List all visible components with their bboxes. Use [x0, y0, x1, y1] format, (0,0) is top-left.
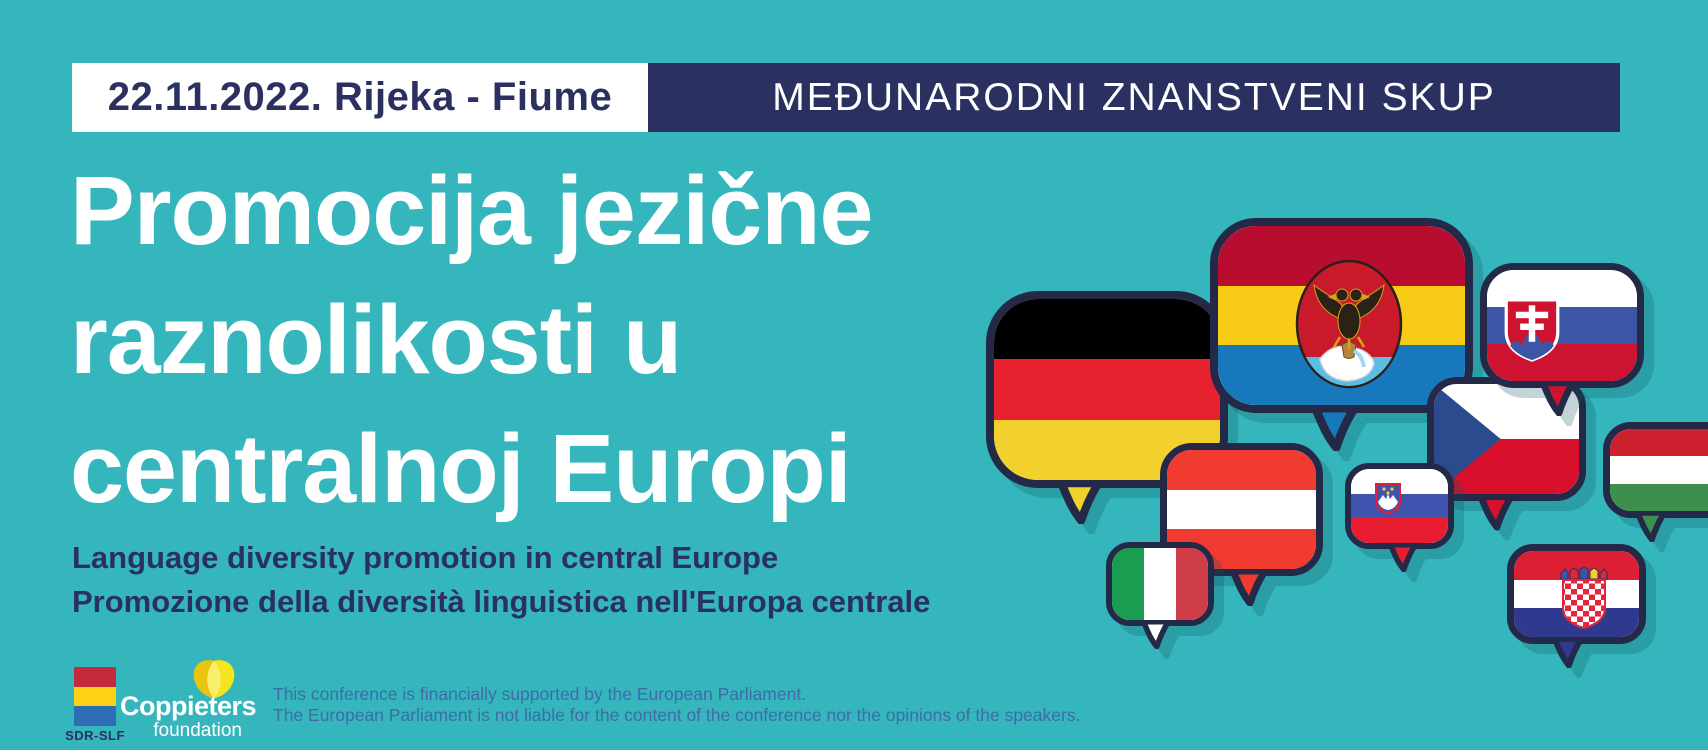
germany-bubble-tail — [1057, 482, 1103, 524]
croatia-coat-of-arms — [1560, 567, 1608, 630]
coppieters-daffodil-icon — [193, 660, 235, 699]
sdr-flag-red-stripe — [74, 667, 116, 687]
ep-disclaimer-line-1: This conference is financially supported… — [273, 684, 807, 704]
slovakia-bubble-tail — [1539, 382, 1577, 416]
slovenia-flag — [1345, 463, 1454, 549]
speech-bubble-italy — [1106, 542, 1214, 649]
austria-stripe-white — [1167, 489, 1316, 530]
germany-stripe-black — [994, 299, 1220, 360]
conference-type-text: MEĐUNARODNI ZNANSTVENI SKUP — [772, 75, 1496, 119]
croatia-bubble-tail — [1551, 638, 1585, 668]
slovenia-stripe-red — [1351, 518, 1448, 543]
hungary-stripe-white — [1610, 456, 1708, 484]
conference-type-box: MEĐUNARODNI ZNANSTVENI SKUP — [648, 63, 1620, 132]
ep-disclaimer: This conference is financially supported… — [273, 684, 1080, 726]
subtitle-italian: Promozione della diversità linguistica n… — [72, 584, 931, 619]
sdr-slf-label: SDR-SLF — [65, 728, 125, 743]
austria-bubble-tail — [1229, 570, 1269, 606]
croatia-flag — [1507, 544, 1646, 644]
speech-bubble-hungary — [1603, 422, 1708, 542]
speech-bubble-croatia — [1507, 544, 1646, 668]
speech-bubble-slovakia — [1480, 263, 1644, 416]
slovakia-coat-of-arms — [1504, 298, 1560, 362]
title-line-2: raznolikosti u — [70, 285, 682, 394]
sdr-flag-blue-stripe — [74, 706, 116, 727]
ep-disclaimer-line-2: The European Parliament is not liable fo… — [273, 705, 1081, 725]
hungary-bubble-tail — [1634, 512, 1668, 542]
subtitle-english: Language diversity promotion in central … — [72, 540, 779, 575]
italy-flag — [1106, 542, 1214, 626]
hungary-stripe-red — [1610, 429, 1708, 457]
italy-stripe-white — [1144, 548, 1176, 620]
sdr-slf-logo — [74, 667, 116, 727]
page-title: Promocija jezične raznolikosti u central… — [70, 146, 873, 533]
hungary-stripe-green — [1610, 483, 1708, 511]
speech-bubble-austria — [1160, 443, 1323, 606]
austria-stripe-red-top — [1167, 450, 1316, 490]
czechia-bubble-tail — [1477, 495, 1515, 531]
speech-bubble-slovenia — [1345, 463, 1454, 572]
slovakia-flag — [1480, 263, 1644, 388]
fiume-eagle-emblem — [1295, 259, 1403, 389]
italy-stripe-red — [1176, 548, 1208, 620]
date-location-box: 22.11.2022. Rijeka - Fiume — [72, 63, 648, 132]
hungary-flag — [1603, 422, 1708, 518]
germany-stripe-red — [994, 359, 1220, 420]
fiume-bubble-tail — [1311, 407, 1359, 451]
date-location-text: 22.11.2022. Rijeka - Fiume — [107, 75, 613, 119]
fiume-flag — [1210, 218, 1473, 413]
italy-stripe-green — [1112, 548, 1144, 620]
subtitles: Language diversity promotion in central … — [72, 536, 930, 624]
title-line-3: centralnoj Europi — [70, 414, 852, 523]
slovenia-bubble-tail — [1387, 544, 1419, 572]
speech-bubble-czechia — [1427, 377, 1586, 531]
coppieters-logo-text: Coppieters foundation — [120, 691, 257, 742]
italy-bubble-tail — [1140, 621, 1172, 649]
title-line-1: Promocija jezične — [70, 156, 873, 265]
speech-bubble-fiume — [1210, 218, 1473, 451]
coppieters-foundation: foundation — [153, 720, 242, 741]
coppieters-name: Coppieters — [120, 691, 257, 721]
slovenia-coat-of-arms — [1375, 483, 1401, 514]
sdr-flag-yellow-stripe — [74, 686, 116, 707]
